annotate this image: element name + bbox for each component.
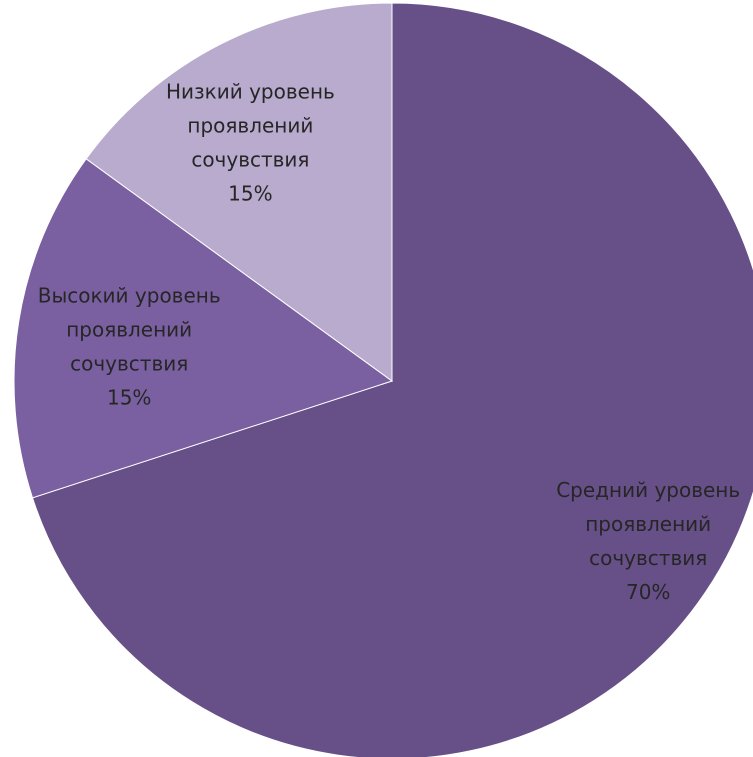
slice-value-label: 70% [626,580,670,604]
pie-slice-2 [13,158,394,499]
slice-category-label: проявлений [66,317,192,341]
slice-category-label: проявлений [187,114,313,138]
slice-category-label: сочувствия [191,148,309,172]
pie-slice-3 [85,2,393,382]
slice-category-label: сочувствия [70,351,188,375]
pie-slice-label-2: Высокий уровень проявлений сочувствия 15% [38,283,221,409]
slice-category-label: Низкий уровень [166,80,335,104]
slice-category-label: проявлений [585,512,711,536]
slice-value-label: 15% [107,385,151,409]
pie-slice-label-3: Низкий уровень проявлений сочувствия 15% [166,80,335,206]
slice-value-label: 15% [228,182,272,206]
slice-category-label: Средний уровень [556,478,740,502]
slice-category-label: сочувствия [589,546,707,570]
pie-slice-label-1: Средний уровень проявлений сочувствия 70% [556,478,740,604]
pie-slice-1 [31,2,753,757]
slice-category-label: Высокий уровень [38,283,221,307]
